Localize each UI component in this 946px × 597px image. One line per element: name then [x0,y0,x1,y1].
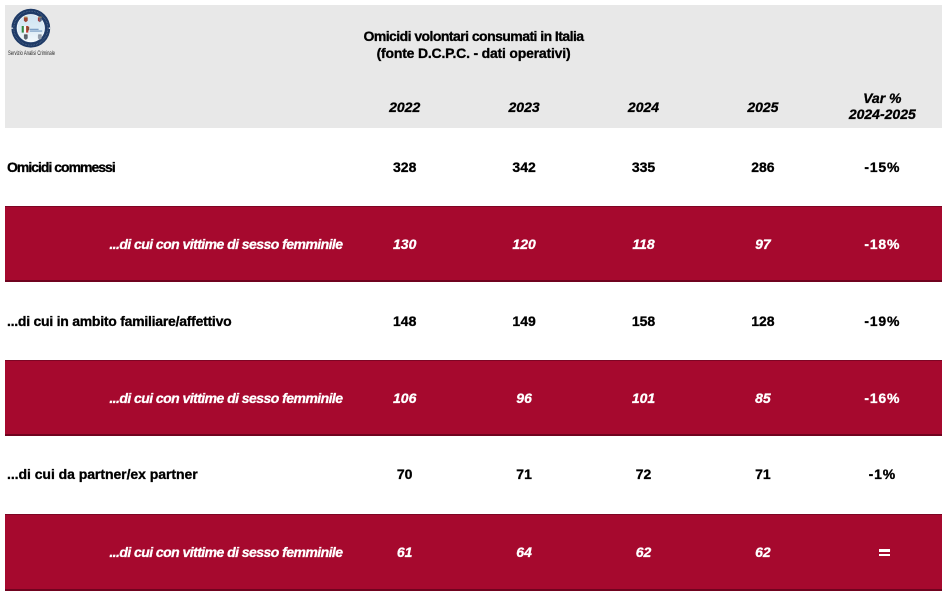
svg-text:Servizio Analisi Criminale: Servizio Analisi Criminale [8,50,55,57]
